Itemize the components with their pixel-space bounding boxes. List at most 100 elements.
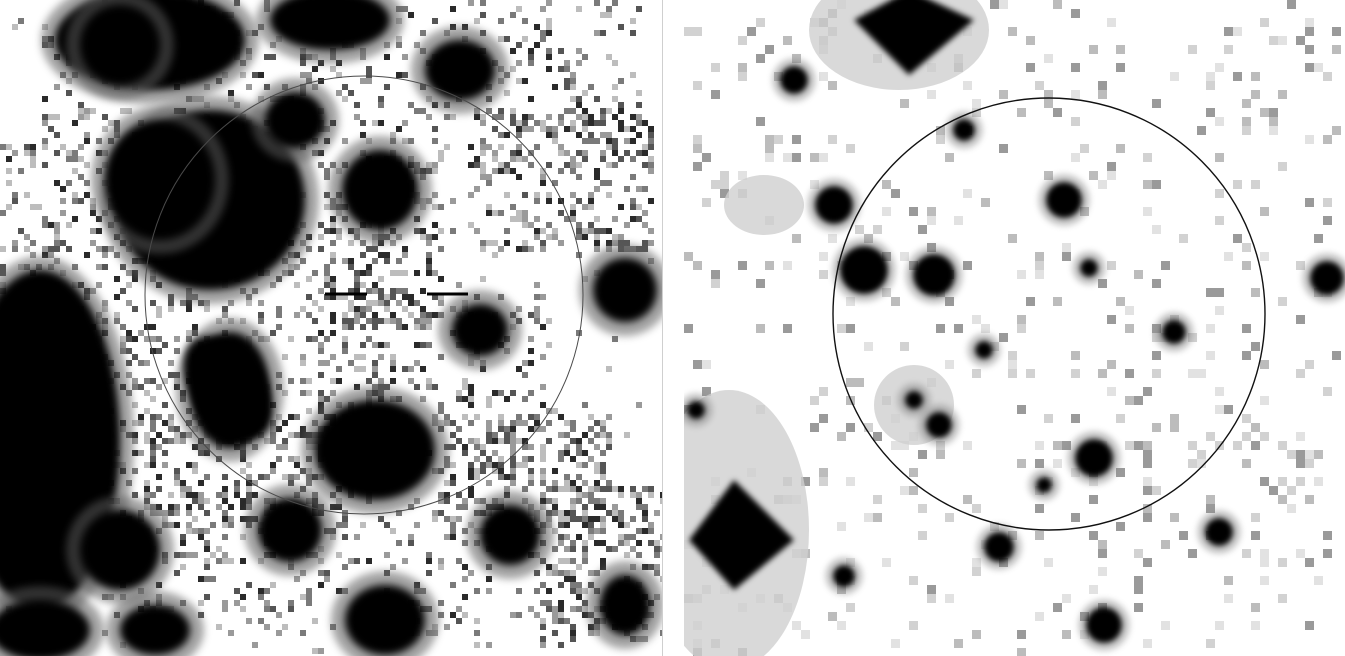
noise-pixel bbox=[582, 114, 588, 120]
noise-pixel bbox=[546, 114, 552, 120]
noise-pixel bbox=[486, 588, 492, 594]
noise-pixel bbox=[132, 420, 138, 426]
noise-pixel bbox=[1143, 441, 1152, 450]
noise-pixel bbox=[528, 426, 534, 432]
noise-pixel bbox=[1215, 441, 1224, 450]
noise-pixel bbox=[1323, 549, 1332, 558]
noise-pixel bbox=[168, 360, 174, 366]
noise-pixel bbox=[1251, 180, 1260, 189]
noise-pixel bbox=[498, 462, 504, 468]
noise-pixel bbox=[450, 522, 456, 528]
noise-pixel bbox=[1215, 288, 1224, 297]
noise-pixel bbox=[498, 468, 504, 474]
noise-pixel bbox=[354, 102, 360, 108]
noise-pixel bbox=[546, 54, 552, 60]
noise-pixel bbox=[396, 258, 402, 264]
noise-pixel bbox=[648, 126, 654, 132]
noise-pixel bbox=[270, 606, 276, 612]
noise-pixel bbox=[1008, 27, 1017, 36]
noise-pixel bbox=[138, 360, 144, 366]
noise-pixel bbox=[660, 576, 662, 582]
noise-pixel bbox=[342, 324, 348, 330]
noise-pixel bbox=[1323, 387, 1332, 396]
noise-pixel bbox=[1035, 504, 1044, 513]
noise-pixel bbox=[186, 486, 192, 492]
star bbox=[833, 565, 855, 587]
noise-pixel bbox=[576, 162, 582, 168]
noise-pixel bbox=[342, 84, 348, 90]
noise-pixel bbox=[102, 264, 108, 270]
noise-pixel bbox=[114, 312, 120, 318]
noise-pixel bbox=[1008, 369, 1017, 378]
noise-pixel bbox=[552, 630, 558, 636]
noise-pixel bbox=[1008, 360, 1017, 369]
noise-pixel bbox=[144, 498, 150, 504]
noise-pixel bbox=[174, 438, 180, 444]
noise-pixel bbox=[711, 90, 720, 99]
noise-pixel bbox=[366, 264, 372, 270]
noise-pixel bbox=[492, 210, 498, 216]
noise-pixel bbox=[1053, 459, 1062, 468]
noise-pixel bbox=[246, 84, 252, 90]
noise-pixel bbox=[552, 510, 558, 516]
noise-pixel bbox=[444, 144, 450, 150]
noise-pixel bbox=[504, 168, 510, 174]
noise-pixel bbox=[711, 180, 720, 189]
noise-pixel bbox=[324, 264, 330, 270]
noise-pixel bbox=[468, 390, 474, 396]
noise-pixel bbox=[963, 441, 972, 450]
noise-pixel bbox=[693, 261, 702, 270]
noise-pixel bbox=[300, 468, 306, 474]
star-blob bbox=[105, 120, 215, 240]
noise-pixel bbox=[156, 306, 162, 312]
noise-pixel bbox=[474, 414, 480, 420]
noise-pixel bbox=[654, 510, 660, 516]
noise-pixel bbox=[909, 468, 918, 477]
star bbox=[1310, 261, 1344, 295]
noise-pixel bbox=[558, 606, 564, 612]
noise-pixel bbox=[546, 408, 552, 414]
noise-pixel bbox=[474, 468, 480, 474]
noise-pixel bbox=[432, 168, 438, 174]
noise-pixel bbox=[300, 258, 306, 264]
noise-pixel bbox=[432, 18, 438, 24]
noise-pixel bbox=[450, 480, 456, 486]
noise-pixel bbox=[342, 534, 348, 540]
noise-pixel bbox=[90, 198, 96, 204]
noise-pixel bbox=[516, 144, 522, 150]
noise-pixel bbox=[450, 474, 456, 480]
noise-pixel bbox=[270, 54, 276, 60]
noise-pixel bbox=[348, 90, 354, 96]
noise-pixel bbox=[396, 300, 402, 306]
noise-pixel bbox=[288, 414, 294, 420]
noise-pixel bbox=[450, 612, 456, 618]
noise-pixel bbox=[324, 276, 330, 282]
noise-pixel bbox=[258, 594, 264, 600]
noise-pixel bbox=[402, 324, 408, 330]
noise-pixel bbox=[1143, 477, 1152, 486]
noise-pixel bbox=[564, 480, 570, 486]
noise-pixel bbox=[630, 534, 636, 540]
noise-pixel bbox=[516, 42, 522, 48]
noise-pixel bbox=[765, 153, 774, 162]
noise-pixel bbox=[324, 174, 330, 180]
noise-pixel bbox=[150, 456, 156, 462]
noise-pixel bbox=[1143, 180, 1152, 189]
noise-pixel bbox=[900, 486, 909, 495]
noise-pixel bbox=[576, 594, 582, 600]
noise-pixel bbox=[564, 534, 570, 540]
noise-pixel bbox=[18, 18, 24, 24]
noise-pixel bbox=[576, 588, 582, 594]
noise-pixel bbox=[450, 516, 456, 522]
noise-pixel bbox=[324, 228, 330, 234]
noise-pixel bbox=[492, 252, 498, 258]
noise-pixel bbox=[945, 594, 954, 603]
noise-pixel bbox=[1161, 621, 1170, 630]
noise-pixel bbox=[222, 516, 228, 522]
noise-pixel bbox=[540, 480, 546, 486]
noise-pixel bbox=[1134, 270, 1143, 279]
noise-pixel bbox=[126, 336, 132, 342]
noise-pixel bbox=[306, 600, 312, 606]
noise-pixel bbox=[84, 180, 90, 186]
noise-pixel bbox=[1035, 270, 1044, 279]
